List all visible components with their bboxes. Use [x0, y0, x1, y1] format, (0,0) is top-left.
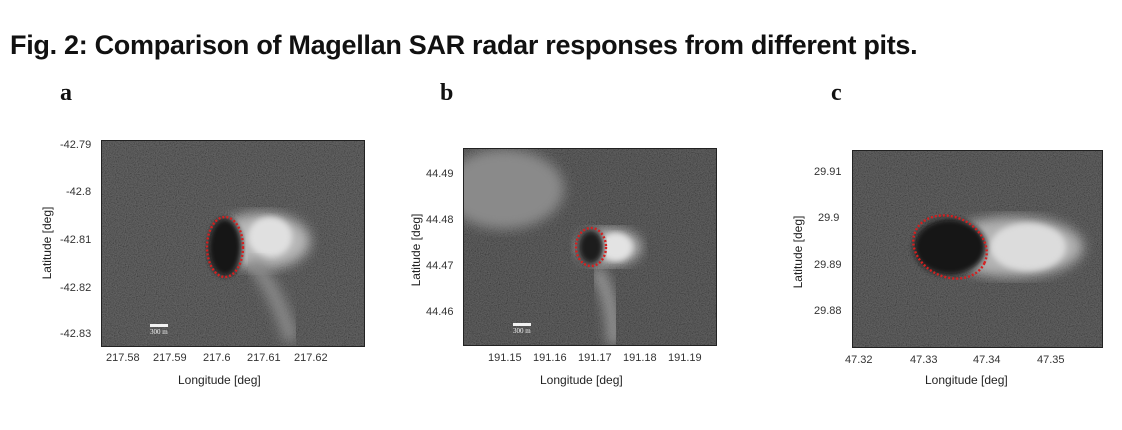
x-tick: 191.19: [668, 352, 702, 364]
x-tick: 217.58: [106, 352, 140, 364]
y-tick: 29.88: [814, 305, 842, 317]
scale-bar-a-label: 300 m: [150, 328, 168, 336]
x-tick: 47.35: [1037, 354, 1065, 366]
panel-a-label: a: [60, 80, 72, 106]
y-tick: 29.89: [814, 259, 842, 271]
x-axis-label: Longitude [deg]: [540, 373, 623, 387]
y-tick: -42.8: [66, 186, 92, 198]
y-tick: -42.79: [60, 139, 92, 151]
pit-outline-b: [574, 226, 608, 268]
x-tick: 47.32: [845, 354, 873, 366]
scale-bar-b: 300 m: [513, 323, 531, 335]
x-tick: 47.33: [910, 354, 938, 366]
y-tick: 44.47: [426, 260, 454, 272]
scale-bar-a: 300 m: [150, 324, 168, 336]
y-axis-label: Latitude [deg]: [40, 206, 54, 280]
x-tick: 217.62: [294, 352, 328, 364]
panel-a-radar-image: 300 m: [101, 140, 365, 347]
y-tick: -42.82: [60, 282, 92, 294]
x-tick: 191.16: [533, 352, 567, 364]
panel-c-label: c: [831, 80, 842, 106]
x-tick: 217.6: [203, 352, 231, 364]
y-axis-label: Latitude [deg]: [409, 213, 423, 287]
y-tick: 44.49: [426, 168, 454, 180]
x-axis-label: Longitude [deg]: [925, 373, 1008, 387]
x-tick: 191.17: [578, 352, 612, 364]
panel-b-radar-image: 300 m: [463, 148, 717, 346]
panel-b-label: b: [440, 80, 454, 106]
y-tick: 29.9: [818, 212, 840, 224]
x-tick: 217.59: [153, 352, 187, 364]
figure-title: Fig. 2: Comparison of Magellan SAR radar…: [10, 30, 918, 60]
scale-bar-b-label: 300 m: [513, 327, 531, 335]
y-tick: 29.91: [814, 166, 842, 178]
x-axis-label: Longitude [deg]: [178, 373, 261, 387]
x-tick: 191.18: [623, 352, 657, 364]
panel-c-radar-image: [852, 150, 1103, 348]
pit-outline-a: [205, 215, 245, 279]
y-tick: -42.83: [60, 328, 92, 340]
y-tick: 44.48: [426, 214, 454, 226]
y-axis-label: Latitude [deg]: [791, 215, 805, 289]
x-tick: 191.15: [488, 352, 522, 364]
x-tick: 217.61: [247, 352, 281, 364]
x-tick: 47.34: [973, 354, 1001, 366]
y-tick: -42.81: [60, 234, 92, 246]
y-tick: 44.46: [426, 306, 454, 318]
